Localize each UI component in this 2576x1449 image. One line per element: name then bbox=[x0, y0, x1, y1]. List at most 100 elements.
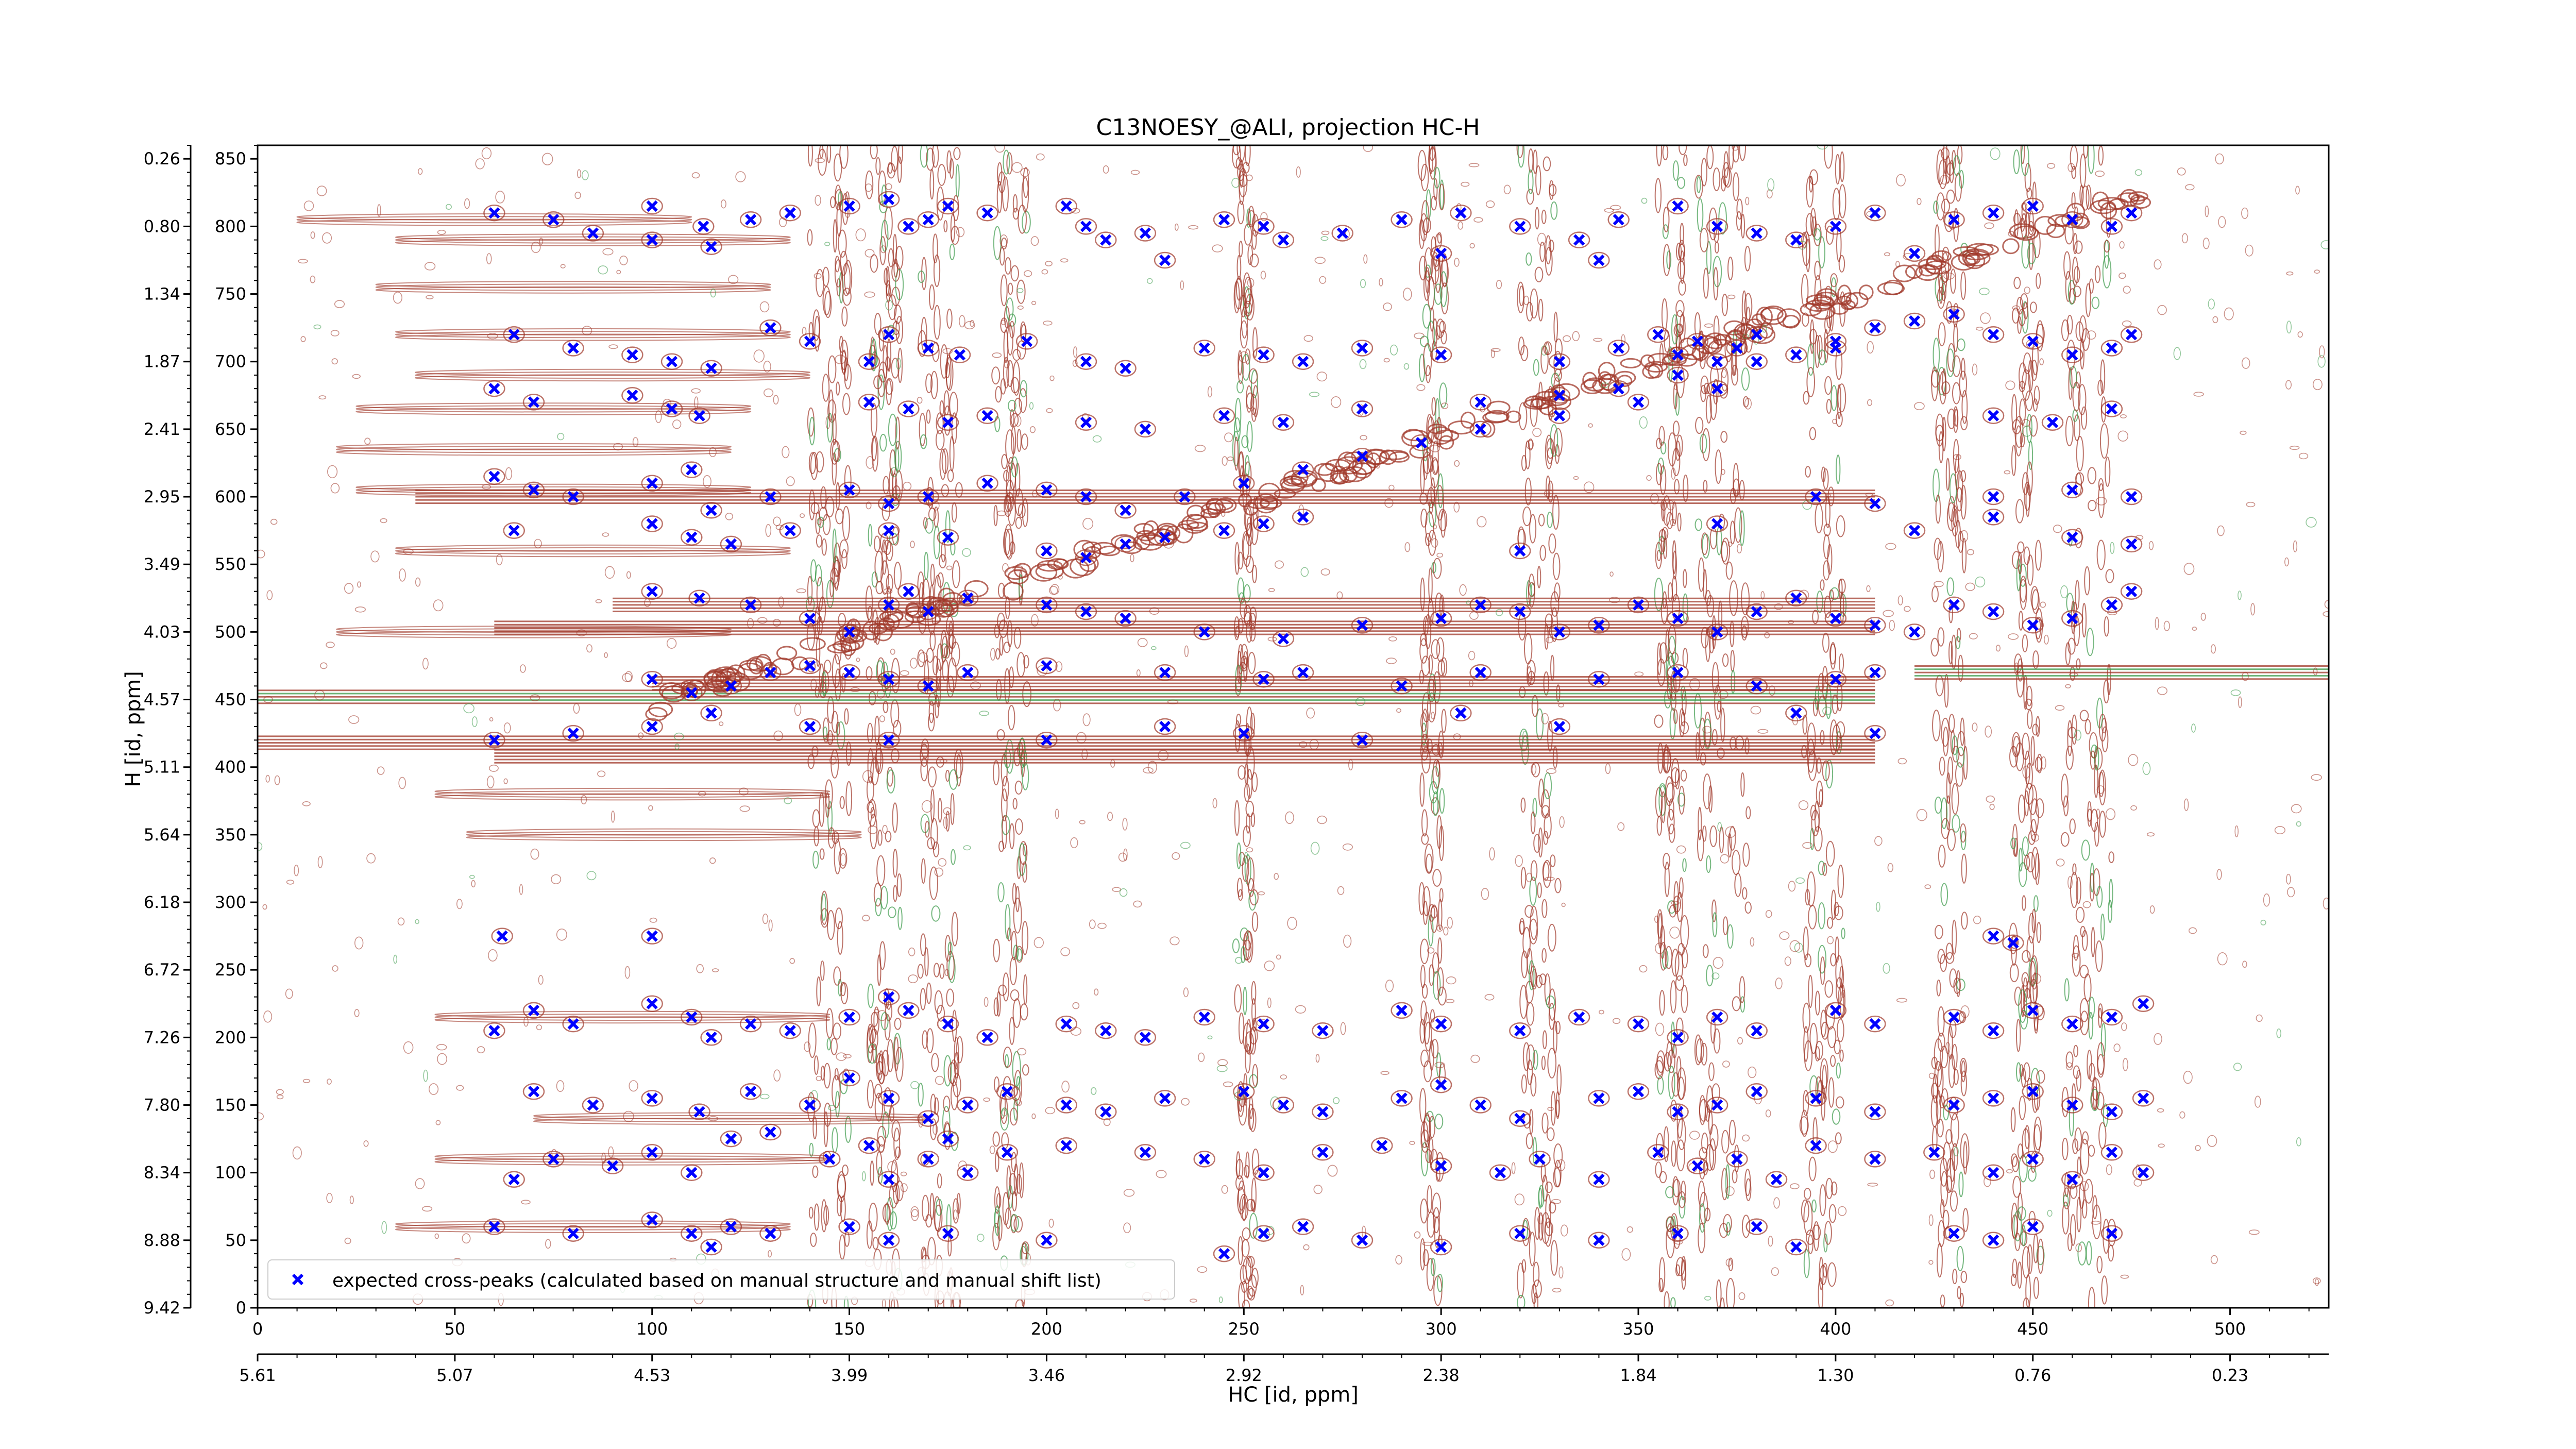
contour-streak bbox=[1530, 860, 1538, 881]
contour-streak bbox=[1554, 878, 1562, 894]
contour-streak bbox=[1015, 517, 1023, 529]
contour-streak bbox=[1524, 905, 1534, 918]
contour-streak bbox=[877, 954, 882, 986]
contour-streak bbox=[1419, 1088, 1427, 1123]
ppm-tick-label: 3.46 bbox=[1028, 1366, 1065, 1385]
contour-streak bbox=[933, 963, 940, 978]
contour-streak bbox=[1022, 861, 1028, 883]
contour-streak bbox=[1553, 311, 1558, 343]
x-tick-label: 450 bbox=[2017, 1319, 2048, 1339]
contour-streak bbox=[1667, 808, 1675, 835]
contour-streak bbox=[1702, 825, 1707, 842]
contour-streak bbox=[865, 585, 873, 620]
contour-streak bbox=[867, 1023, 874, 1054]
contour-streak bbox=[825, 792, 830, 818]
contour-streak bbox=[1727, 924, 1734, 949]
contour-streak bbox=[1656, 463, 1663, 485]
contour-streak bbox=[1804, 1040, 1813, 1071]
contour-streak bbox=[930, 818, 938, 850]
contour-streak bbox=[1695, 416, 1704, 434]
contour-streak bbox=[887, 163, 896, 179]
contour-streak bbox=[1431, 397, 1436, 416]
contour-streak bbox=[1675, 300, 1685, 317]
contour-streak bbox=[1701, 1132, 1708, 1154]
contour-streak bbox=[1740, 772, 1745, 797]
ppm-tick-label: 5.07 bbox=[436, 1366, 473, 1385]
contour-streak bbox=[832, 831, 839, 844]
contour-streak bbox=[1242, 855, 1249, 882]
x-tick-label: 200 bbox=[1031, 1319, 1062, 1339]
contour-streak bbox=[1010, 413, 1019, 427]
contour-streak bbox=[1250, 511, 1259, 545]
contour-streak bbox=[1420, 964, 1426, 989]
contour-streak bbox=[1839, 1049, 1844, 1062]
contour-streak bbox=[1672, 1178, 1681, 1198]
contour-streak bbox=[1419, 638, 1428, 664]
contour-streak bbox=[1834, 1039, 1841, 1055]
contour-streak bbox=[1706, 241, 1711, 274]
contour-streak bbox=[826, 145, 832, 163]
contour-streak bbox=[1420, 938, 1429, 965]
contour-streak bbox=[1679, 1195, 1686, 1219]
contour-streak bbox=[1234, 800, 1240, 836]
contour-streak bbox=[1246, 208, 1251, 228]
contour-streak bbox=[1434, 1114, 1444, 1130]
contour-streak bbox=[951, 412, 958, 444]
contour-streak bbox=[1671, 576, 1677, 602]
contour-streak bbox=[950, 1059, 958, 1087]
contour-streak bbox=[1741, 625, 1748, 641]
contour-streak bbox=[836, 381, 840, 396]
contour-streak bbox=[1815, 1046, 1820, 1062]
contour-streak bbox=[1671, 1140, 1676, 1167]
x-tick-label: 0 bbox=[252, 1319, 263, 1339]
contour-streak bbox=[875, 157, 881, 175]
contour-streak bbox=[1430, 1149, 1438, 1171]
contour-streak bbox=[993, 504, 998, 527]
contour-streak bbox=[893, 885, 897, 902]
contour-streak bbox=[1541, 1113, 1549, 1134]
contour-streak bbox=[1435, 325, 1441, 340]
contour-streak bbox=[814, 1055, 819, 1075]
contour-streak bbox=[833, 1022, 841, 1040]
contour-streak bbox=[828, 389, 834, 421]
contour-streak bbox=[1006, 297, 1014, 321]
contour-streak bbox=[1248, 206, 1255, 226]
contour-streak bbox=[1677, 793, 1686, 807]
contour-streak bbox=[895, 1146, 901, 1158]
contour-streak bbox=[831, 1037, 838, 1055]
contour-streak bbox=[1823, 524, 1831, 536]
contour-streak bbox=[1519, 918, 1525, 935]
contour-streak bbox=[1678, 280, 1686, 296]
contour-streak bbox=[1550, 1091, 1556, 1126]
contour-streak bbox=[872, 1043, 877, 1064]
contour-streak bbox=[1013, 1216, 1023, 1233]
contour-streak bbox=[1556, 1064, 1562, 1096]
contour-streak bbox=[885, 831, 892, 843]
contour-streak bbox=[1670, 1021, 1675, 1054]
contour-streak bbox=[1703, 382, 1710, 395]
contour-streak bbox=[1021, 433, 1028, 450]
contour-streak bbox=[1679, 145, 1687, 155]
contour-streak bbox=[810, 451, 818, 480]
contour-streak bbox=[1734, 507, 1742, 543]
contour-streak bbox=[821, 538, 827, 556]
contour-streak bbox=[1656, 1050, 1666, 1073]
contour-streak bbox=[1520, 867, 1527, 889]
contour-streak bbox=[840, 1195, 846, 1222]
contour-streak bbox=[1244, 783, 1250, 802]
contour-streak bbox=[1002, 972, 1010, 1002]
contour-streak bbox=[1801, 1199, 1809, 1223]
contour-streak bbox=[842, 288, 852, 306]
contour-streak bbox=[938, 798, 942, 823]
contour-streak bbox=[1676, 242, 1682, 261]
contour-streak bbox=[1534, 207, 1540, 230]
contour-streak bbox=[1837, 1018, 1844, 1042]
contour-streak bbox=[836, 278, 841, 297]
contour-streak bbox=[1711, 729, 1718, 746]
contour-streak bbox=[953, 147, 961, 160]
contour-streak bbox=[1824, 595, 1832, 618]
contour-streak bbox=[832, 654, 841, 688]
spectrum-contours bbox=[258, 145, 2329, 1308]
contour-streak bbox=[1234, 542, 1240, 575]
contour-streak bbox=[1245, 1043, 1251, 1074]
